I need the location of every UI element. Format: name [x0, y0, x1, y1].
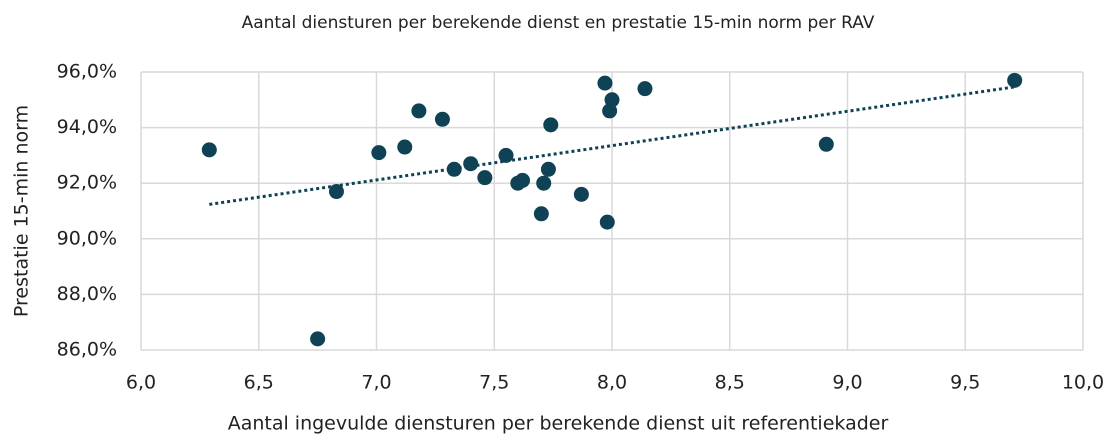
y-tick-label: 94,0% — [57, 116, 117, 138]
x-tick-label: 9,5 — [950, 372, 980, 394]
data-point — [201, 142, 217, 158]
data-point — [477, 170, 493, 186]
data-point — [397, 139, 413, 155]
data-point — [463, 156, 479, 172]
data-point — [411, 103, 427, 119]
x-tick-label: 7,0 — [361, 372, 391, 394]
data-point — [498, 147, 514, 163]
data-point — [637, 81, 653, 97]
x-tick-label: 6,0 — [126, 372, 156, 394]
chart-title: Aantal diensturen per berekende dienst e… — [242, 13, 875, 33]
x-axis-title: Aantal ingevulde diensturen per berekend… — [228, 413, 889, 435]
data-point — [818, 136, 834, 152]
data-point — [573, 186, 589, 202]
data-point — [602, 103, 618, 119]
data-point — [599, 214, 615, 230]
data-point — [604, 92, 620, 108]
data-point — [543, 117, 559, 133]
data-point — [533, 206, 549, 222]
data-point — [1007, 72, 1023, 88]
x-tick-label: 10,0 — [1062, 372, 1104, 394]
x-tick-label: 6,5 — [244, 372, 274, 394]
data-point — [446, 161, 462, 177]
x-tick-label: 7,5 — [479, 372, 509, 394]
y-tick-label: 86,0% — [57, 339, 117, 361]
trendline — [209, 85, 1015, 206]
data-point — [328, 184, 344, 200]
x-tick-label: 8,0 — [597, 372, 627, 394]
data-point — [540, 161, 556, 177]
y-axis-title: Prestatie 15-min norm — [11, 105, 33, 317]
data-point — [515, 172, 531, 188]
y-tick-label: 88,0% — [57, 283, 117, 305]
data-point — [310, 331, 326, 347]
data-point — [371, 145, 387, 161]
y-tick-label: 96,0% — [57, 61, 117, 83]
y-tick-label: 92,0% — [57, 172, 117, 194]
x-tick-label: 9,0 — [832, 372, 862, 394]
x-tick-label: 8,5 — [715, 372, 745, 394]
data-point — [434, 111, 450, 127]
data-point — [536, 175, 552, 191]
data-point — [597, 75, 613, 91]
y-tick-label: 90,0% — [57, 227, 117, 249]
